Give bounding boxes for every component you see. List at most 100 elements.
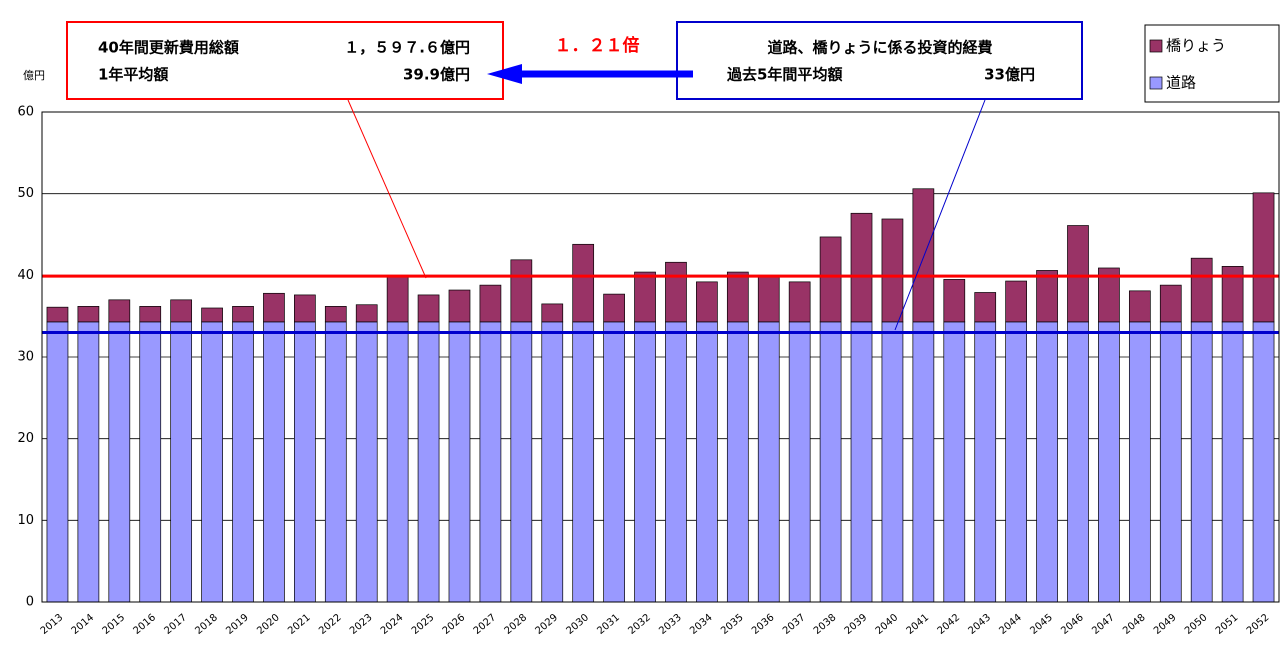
x-tick-label: 2018 (193, 612, 220, 637)
bar-segment (1005, 321, 1027, 603)
bar-segment (1252, 192, 1275, 323)
x-tick-label: 2050 (1183, 612, 1210, 637)
x-tick-label: 2036 (750, 612, 777, 637)
bar-segment (1159, 284, 1182, 323)
bar-segment (479, 321, 502, 603)
bar-segment (634, 271, 656, 323)
bar-segment (1128, 290, 1151, 323)
bar-segment (788, 281, 811, 323)
bar-segment (170, 299, 193, 323)
bar-segment (417, 294, 440, 323)
y-tick-label: 10 (17, 513, 34, 528)
legend-label: 道路 (1166, 74, 1196, 92)
bar-segment (1036, 270, 1058, 323)
bar-segment (1128, 321, 1151, 603)
y-tick-label: 20 (17, 431, 34, 446)
bar-segment (108, 321, 131, 603)
x-tick-label: 2028 (503, 612, 530, 637)
bar-segment (1221, 321, 1244, 603)
bar-segment (201, 321, 223, 603)
x-tick-label: 2017 (162, 612, 189, 637)
y-tick-label: 40 (17, 268, 34, 283)
bar-segment (541, 321, 564, 603)
x-tick-label: 2026 (441, 612, 468, 637)
bar-segment (1190, 321, 1213, 603)
x-tick-label: 2031 (595, 612, 622, 637)
bar-segment (819, 321, 842, 603)
bar-segment (1190, 257, 1213, 323)
bar-segment (1067, 321, 1089, 603)
bar-segment (170, 321, 193, 603)
x-tick-label: 2043 (967, 612, 994, 637)
annotation: １，５９７.６億円 (344, 39, 470, 57)
annotation: 1年平均額 (98, 66, 168, 84)
x-tick-label: 2045 (1028, 612, 1055, 637)
bar-segment (232, 306, 254, 323)
bar-segment (912, 188, 935, 323)
y-tick-label: 30 (17, 350, 34, 365)
bar-segment (974, 321, 997, 603)
legend-label: 橋りょう (1166, 37, 1226, 55)
bar-segment (788, 321, 811, 603)
x-tick-label: 2023 (348, 612, 375, 637)
x-tick-label: 2021 (286, 612, 313, 637)
x-tick-label: 2024 (379, 612, 406, 637)
y-unit: 億円 (23, 69, 45, 82)
x-tick-label: 2047 (1090, 612, 1117, 637)
bar-segment (850, 321, 873, 603)
ratio-label: １．２１倍 (555, 35, 640, 56)
x-tick-label: 2049 (1152, 612, 1179, 637)
bar-segment (572, 243, 595, 323)
bar-segment (1005, 280, 1027, 323)
x-tick-label: 2034 (688, 612, 715, 637)
bar-segment (386, 274, 409, 323)
bar-segment (1221, 266, 1244, 323)
bar-segment (417, 321, 440, 603)
bar-segment (46, 306, 69, 323)
bar-segment (479, 284, 502, 323)
plot (42, 111, 1279, 603)
bar-segment (77, 321, 100, 603)
annotation: 33億円 (984, 66, 1035, 84)
bar-segment (232, 321, 254, 603)
bar-segment (355, 321, 378, 603)
bar-segment (1098, 267, 1120, 323)
annotation: 道路、橋りょうに係る投資的経費 (767, 39, 992, 57)
bar-segment (634, 321, 656, 603)
bar-segment (1036, 321, 1058, 603)
leader-line (894, 99, 986, 331)
bar-segment (77, 306, 100, 323)
bar-segment (696, 321, 718, 603)
bar-segment (139, 321, 162, 603)
y-tick-label: 50 (17, 186, 34, 201)
x-tick-label: 2044 (997, 612, 1024, 637)
bar-segment (603, 321, 625, 603)
arrow-head (487, 64, 522, 84)
bar-segment (603, 293, 625, 323)
bar-segment (46, 321, 69, 603)
annotation: 40年間更新費用総額 (98, 39, 239, 57)
bar-segment (355, 304, 378, 323)
annotation: 過去5年間平均額 (726, 66, 842, 84)
bar-segment (324, 321, 347, 603)
bar-segment (974, 292, 997, 323)
x-tick-label: 2027 (472, 612, 499, 637)
bar-segment (448, 321, 471, 603)
x-tick-label: 2051 (1214, 612, 1241, 637)
bar-segment (757, 321, 780, 603)
bar-segment (510, 321, 533, 603)
bar-segment (665, 261, 687, 323)
bar-segment (881, 321, 904, 603)
x-tick-label: 2016 (132, 612, 159, 637)
bar-segment (726, 271, 749, 323)
y-tick-label: 0 (26, 595, 34, 610)
x-tick-label: 2015 (101, 612, 128, 637)
annotation-box (66, 21, 504, 100)
x-tick-label: 2025 (410, 612, 437, 637)
annotation: 39.9億円 (403, 66, 470, 84)
x-tick-label: 2038 (812, 612, 839, 637)
bar-segment (850, 212, 873, 323)
legend (1144, 24, 1280, 103)
